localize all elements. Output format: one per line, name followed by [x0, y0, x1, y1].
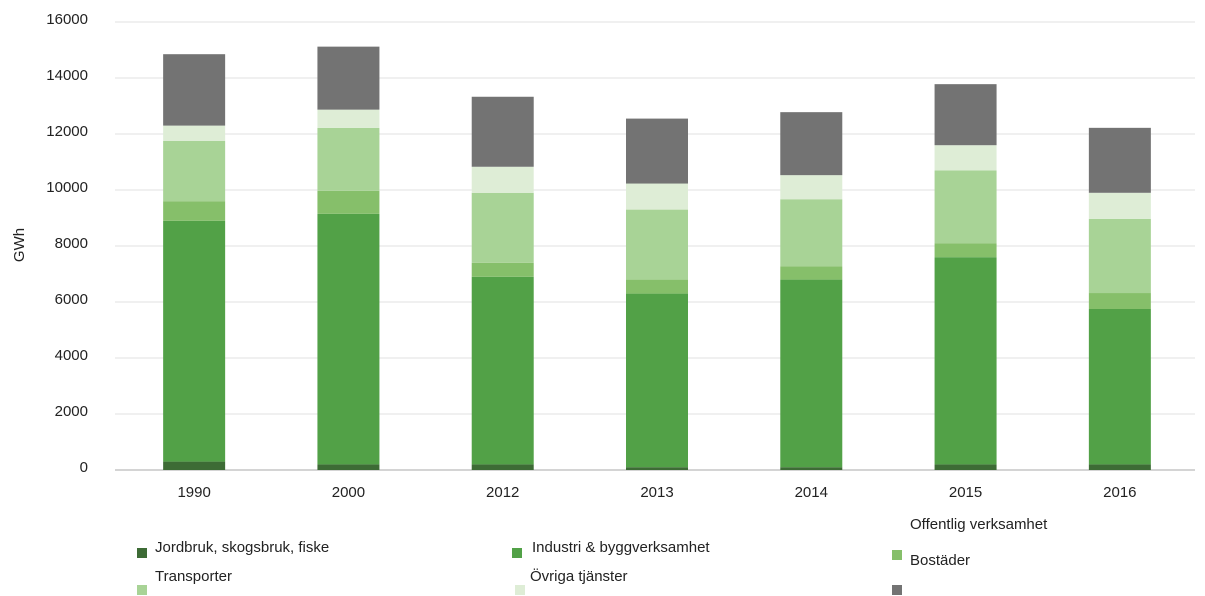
y-tick-label: 0	[80, 459, 88, 476]
y-tick-label: 16000	[46, 11, 88, 28]
bar-segment	[163, 201, 226, 221]
bar-segment	[780, 112, 843, 176]
legend-marker	[515, 585, 525, 595]
bar-segment	[934, 243, 997, 258]
y-tick-label: 10000	[46, 179, 88, 196]
bar-segment	[163, 125, 226, 141]
x-tick-label: 1990	[177, 484, 210, 501]
bar-segment	[1088, 127, 1151, 193]
legend-marker	[137, 585, 147, 595]
y-tick-label: 4000	[55, 347, 88, 364]
bar-segment	[626, 183, 688, 210]
bar-segment	[317, 46, 380, 110]
legend-marker	[892, 585, 902, 595]
bar-segment	[317, 127, 380, 191]
bar-segment	[163, 141, 226, 202]
bar-segment	[471, 166, 534, 193]
bar-segment	[163, 54, 226, 126]
bar-segment	[317, 464, 380, 470]
legend-marker	[512, 548, 522, 558]
bar-segment	[1088, 293, 1151, 309]
y-axis-label: GWh	[11, 228, 28, 262]
y-tick-label: 6000	[55, 291, 88, 308]
y-tick-label: 8000	[55, 235, 88, 252]
bar-segment	[471, 96, 534, 167]
bar-segment	[471, 192, 534, 263]
y-tick-label: 12000	[46, 123, 88, 140]
legend-marker	[137, 548, 147, 558]
x-tick-label: 2015	[949, 484, 982, 501]
bar-segment	[934, 464, 997, 470]
legend-label: Offentlig verksamhet	[910, 516, 1048, 533]
bar-segment	[317, 190, 380, 214]
bar-segment	[780, 279, 843, 468]
legend-label: Jordbruk, skogsbruk, fiske	[155, 539, 329, 556]
bar-segment	[626, 293, 688, 468]
bar-segment	[626, 118, 688, 184]
bar-segment	[1088, 218, 1151, 294]
x-tick-label: 2013	[640, 484, 673, 501]
legend-label: Övriga tjänster	[530, 567, 628, 585]
bar-segment	[317, 213, 380, 465]
bar-segment	[626, 209, 688, 280]
x-tick-label: 2014	[795, 484, 828, 501]
legend-label: Industri & byggverksamhet	[532, 539, 710, 556]
bar-segment	[471, 276, 534, 465]
bar-segment	[163, 220, 226, 462]
bar-segment	[780, 175, 843, 200]
bar-segment	[1088, 309, 1151, 465]
bar-segment	[934, 145, 997, 171]
bar-segment	[163, 461, 226, 470]
bar-segment	[626, 467, 688, 470]
bar-segment	[934, 84, 997, 146]
bar-segment	[626, 279, 688, 294]
x-tick-label: 2016	[1103, 484, 1136, 501]
bar-segment	[471, 262, 534, 277]
bar-segment	[780, 266, 843, 280]
legend-marker	[892, 550, 902, 560]
x-tick-label: 2000	[332, 484, 365, 501]
bar-segment	[317, 109, 380, 128]
bar-segment	[1088, 192, 1151, 219]
legend-label: Transporter	[155, 568, 232, 585]
bar-segment	[780, 467, 843, 470]
bar-segment	[780, 199, 843, 267]
bar-segment	[1088, 464, 1151, 470]
bar-segment	[471, 464, 534, 470]
bar-segment	[934, 257, 997, 465]
x-tick-label: 2012	[486, 484, 519, 501]
legend-label: Bostäder	[910, 552, 970, 569]
bar-segment	[934, 170, 997, 244]
y-tick-label: 2000	[55, 403, 88, 420]
y-tick-label: 14000	[46, 67, 88, 84]
